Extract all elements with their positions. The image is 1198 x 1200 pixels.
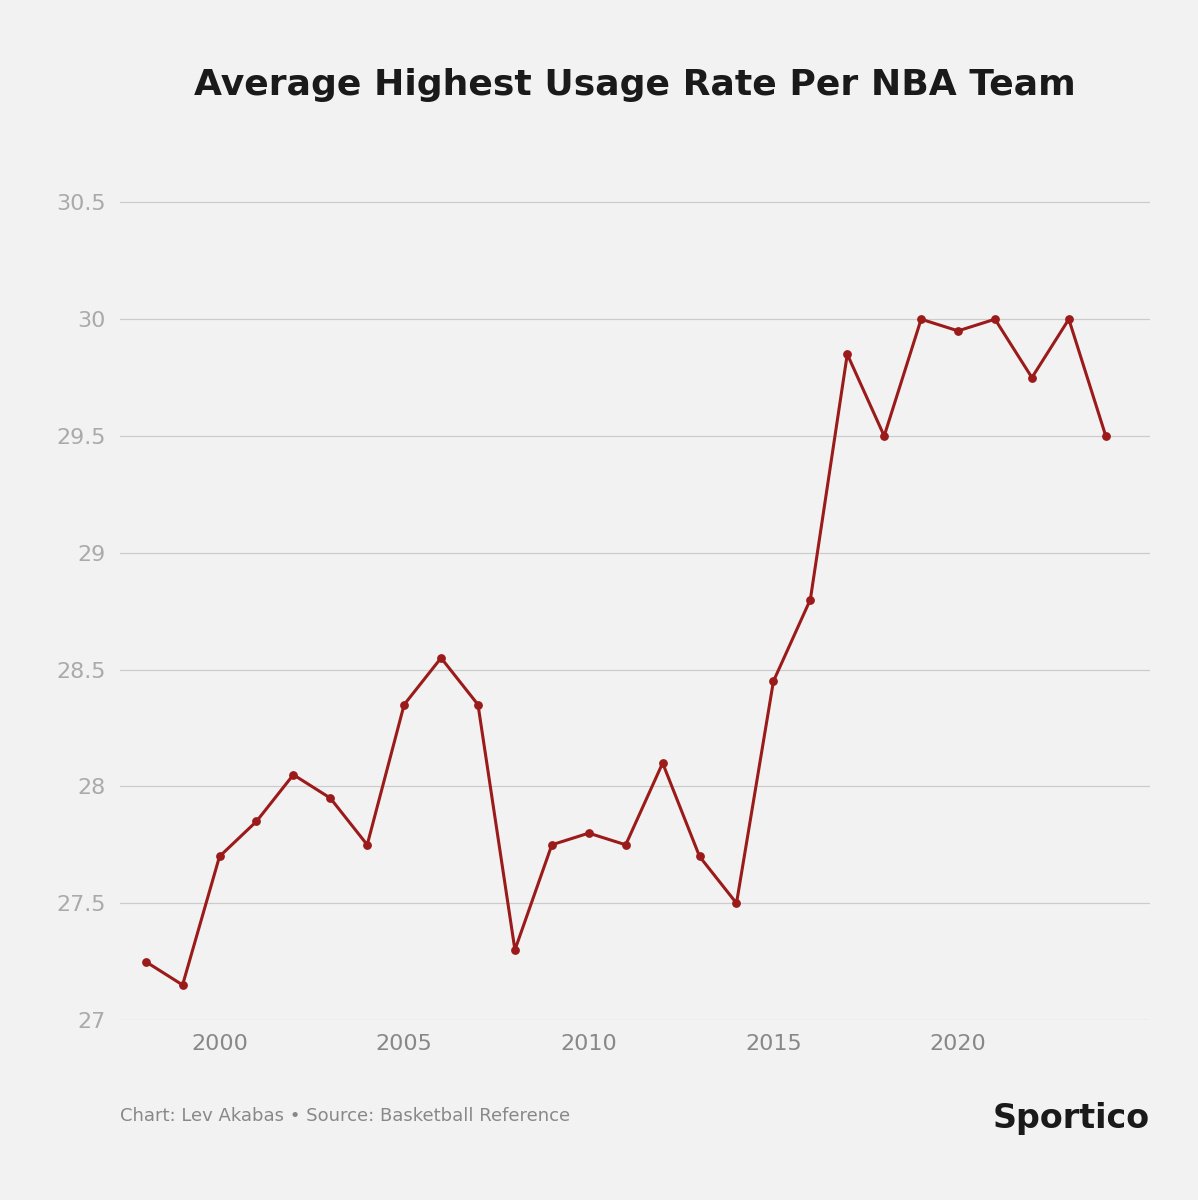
Point <box>468 695 488 714</box>
Point <box>137 952 156 971</box>
Text: Chart: Lev Akabas • Source: Basketball Reference: Chart: Lev Akabas • Source: Basketball R… <box>120 1106 570 1126</box>
Point <box>1096 426 1115 445</box>
Point <box>543 835 562 854</box>
Point <box>949 322 968 341</box>
Point <box>1059 310 1078 329</box>
Point <box>690 847 709 866</box>
Point <box>616 835 635 854</box>
Point <box>912 310 931 329</box>
Point <box>764 672 783 691</box>
Text: Sportico: Sportico <box>993 1102 1150 1135</box>
Point <box>800 590 819 610</box>
Point <box>173 976 192 995</box>
Point <box>1022 368 1041 388</box>
Point <box>431 648 450 667</box>
Point <box>837 344 857 364</box>
Point <box>579 823 598 842</box>
Title: Average Highest Usage Rate Per NBA Team: Average Highest Usage Rate Per NBA Team <box>194 68 1076 102</box>
Point <box>986 310 1005 329</box>
Point <box>284 766 303 785</box>
Point <box>247 812 266 832</box>
Point <box>727 894 746 913</box>
Point <box>321 788 340 808</box>
Point <box>653 754 672 773</box>
Point <box>210 847 229 866</box>
Point <box>358 835 377 854</box>
Point <box>506 941 525 960</box>
Point <box>875 426 894 445</box>
Point <box>394 695 413 714</box>
